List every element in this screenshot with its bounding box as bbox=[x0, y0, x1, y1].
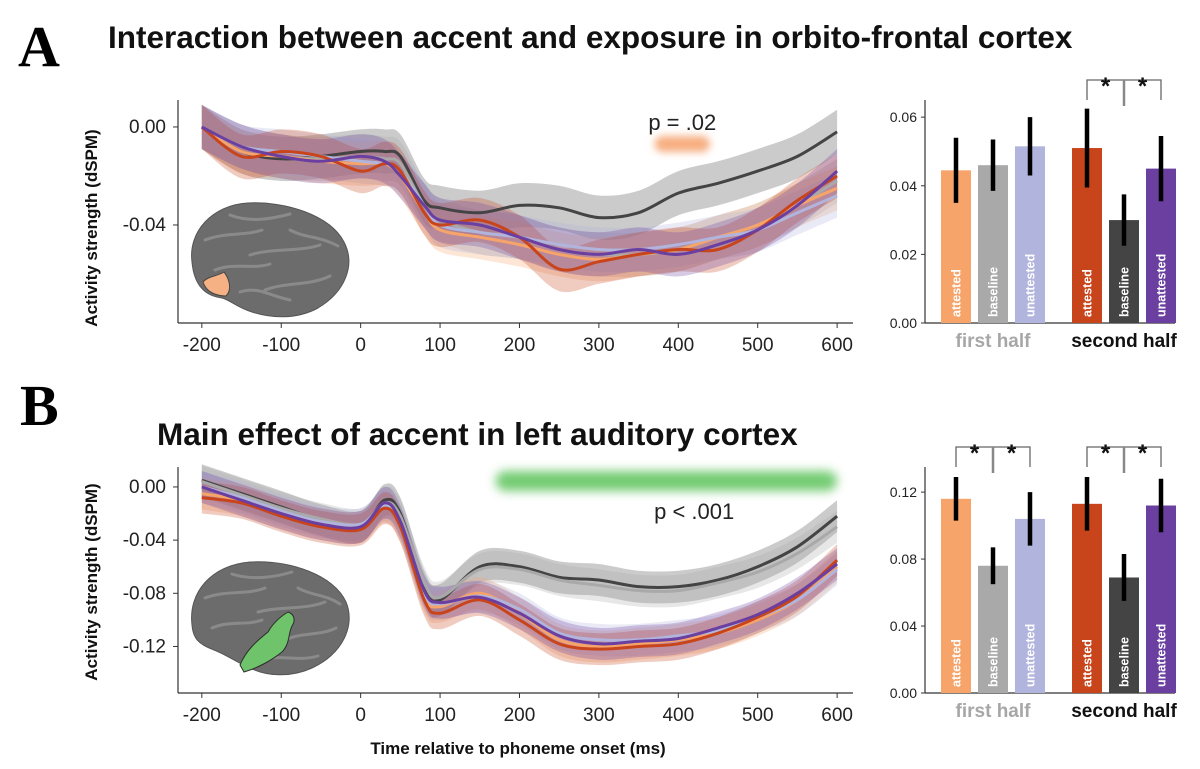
significance-star: * bbox=[1007, 440, 1017, 467]
bar-label: attested bbox=[1081, 639, 1095, 687]
series-line bbox=[201, 125, 839, 256]
series-ci-band bbox=[201, 104, 838, 278]
x-tick-label: 300 bbox=[583, 705, 615, 726]
panel-a-ylabel: Activity strength (dSPM) bbox=[82, 129, 101, 326]
bar-label: attested bbox=[1081, 269, 1095, 317]
bar bbox=[978, 565, 1008, 693]
x-tick-label: -200 bbox=[183, 335, 221, 356]
bar bbox=[1015, 146, 1045, 323]
x-tick-label: 500 bbox=[742, 705, 774, 726]
x-tick-label: 600 bbox=[821, 705, 853, 726]
panel-b: B Main effect of accent in left auditory… bbox=[20, 373, 1177, 758]
y-tick-label: -0.04 bbox=[123, 530, 167, 551]
significance-star: * bbox=[1138, 440, 1148, 467]
series-ci-band bbox=[201, 104, 838, 240]
series-ci-band bbox=[201, 104, 838, 277]
bar-label: unattested bbox=[1024, 624, 1038, 687]
x-tick-label: 0 bbox=[355, 335, 366, 356]
bar-y-tick-label: 0.00 bbox=[890, 315, 917, 331]
series-ci-band bbox=[201, 104, 838, 282]
bar-y-tick-label: 0.02 bbox=[890, 246, 917, 262]
bar bbox=[1072, 503, 1102, 693]
bar-label: baseline bbox=[987, 637, 1001, 687]
panel-a-title: Interaction between accent and exposure … bbox=[108, 19, 1073, 55]
bar-y-tick-label: 0.04 bbox=[890, 178, 917, 194]
series-ci-band bbox=[201, 471, 838, 657]
p-value-annotation: p = .02 bbox=[648, 110, 716, 135]
bar-chart-b: 0.00 0.04 0.08 0.12 attested baseline unattest… bbox=[890, 440, 1178, 722]
significance-window bbox=[654, 136, 711, 152]
significance-star: * bbox=[1101, 73, 1111, 100]
x-tick-label: 400 bbox=[662, 335, 694, 356]
bar-label: attested bbox=[950, 639, 964, 687]
bar-label: baseline bbox=[987, 267, 1001, 317]
bar-y-tick-label: 0.00 bbox=[890, 685, 917, 701]
x-tick-label: -100 bbox=[262, 335, 300, 356]
bar-label: unattested bbox=[1155, 254, 1169, 317]
y-tick-label: 0.00 bbox=[129, 117, 166, 138]
x-tick-label: 300 bbox=[583, 335, 615, 356]
significance-star: * bbox=[1101, 440, 1111, 467]
x-tick-label: -100 bbox=[262, 705, 300, 726]
y-tick-label: 0.00 bbox=[129, 477, 166, 498]
panel-b-xlabel: Time relative to phoneme onset (ms) bbox=[370, 739, 665, 758]
x-tick-label: 200 bbox=[504, 705, 536, 726]
panel-b-ylabel: Activity strength (dSPM) bbox=[82, 483, 101, 680]
line-chart-b: -200 -100 0 100 200 300 400 500 600 0.00 -0.04 -0.0… bbox=[123, 464, 853, 726]
significance-window bbox=[495, 471, 838, 491]
group-label: second half bbox=[1071, 701, 1177, 722]
series-line bbox=[201, 485, 838, 646]
bar-y-tick-label: 0.12 bbox=[890, 484, 917, 500]
panel-a-letter: A bbox=[18, 14, 60, 79]
panel-a: A Interaction between accent and exposur… bbox=[18, 14, 1177, 356]
p-value-annotation: p < .001 bbox=[654, 499, 734, 524]
significance-star: * bbox=[970, 440, 980, 467]
series-line bbox=[200, 125, 838, 272]
group-label: first half bbox=[956, 331, 1032, 352]
series-line bbox=[201, 480, 838, 600]
brain-icon-auditory bbox=[191, 561, 350, 676]
x-tick-label: 600 bbox=[821, 335, 853, 356]
x-tick-label: 100 bbox=[424, 335, 456, 356]
brain-icon-orbitofrontal bbox=[191, 202, 350, 318]
series-ci-band bbox=[201, 471, 838, 660]
bar-y-tick-label: 0.08 bbox=[890, 551, 917, 567]
x-tick-label: 500 bbox=[742, 335, 774, 356]
bar bbox=[1146, 505, 1176, 693]
bar bbox=[978, 165, 1008, 323]
bar-label: unattested bbox=[1155, 624, 1169, 687]
series-line bbox=[201, 496, 839, 651]
x-tick-label: 200 bbox=[504, 335, 536, 356]
x-tick-label: -200 bbox=[183, 705, 221, 726]
panel-b-title: Main effect of accent in left auditory c… bbox=[157, 416, 798, 452]
series-ci-band bbox=[201, 104, 838, 273]
panel-b-letter: B bbox=[20, 373, 59, 438]
series-ci-band bbox=[201, 464, 838, 618]
y-tick-label: -0.12 bbox=[123, 636, 166, 657]
y-tick-label: -0.08 bbox=[123, 583, 166, 604]
bar-label: baseline bbox=[1118, 637, 1132, 687]
x-tick-label: 0 bbox=[355, 705, 366, 726]
group-label: second half bbox=[1071, 331, 1177, 352]
bar-label: unattested bbox=[1024, 254, 1038, 317]
bar-chart-a: 0.00 0.02 0.04 0.06 attested baseline unattest… bbox=[890, 73, 1178, 352]
series-ci-band bbox=[201, 465, 838, 614]
line-chart-a: -200 -100 0 100 200 300 400 500 600 0.00 -0.04 p = … bbox=[123, 100, 853, 356]
bar bbox=[941, 498, 971, 693]
bar-label: attested bbox=[950, 269, 964, 317]
y-tick-label: -0.04 bbox=[123, 215, 167, 236]
x-tick-label: 400 bbox=[662, 705, 694, 726]
bar-label: baseline bbox=[1118, 267, 1132, 317]
significance-star: * bbox=[1138, 73, 1148, 100]
bar-y-tick-label: 0.04 bbox=[890, 618, 917, 634]
bar bbox=[1015, 518, 1045, 693]
x-tick-label: 100 bbox=[424, 705, 456, 726]
bar-y-tick-label: 0.06 bbox=[890, 109, 917, 125]
group-label: first half bbox=[956, 701, 1032, 722]
